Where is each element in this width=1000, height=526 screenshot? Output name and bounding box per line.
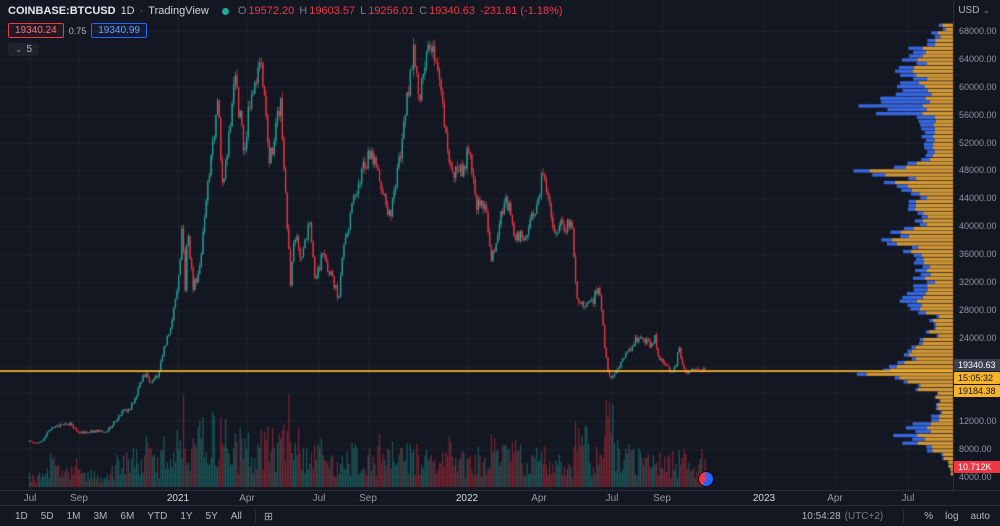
- badge-count: 5: [26, 44, 33, 55]
- bar-countdown-label: 15:05:32: [954, 372, 1000, 385]
- separator-dot: ·: [139, 5, 144, 17]
- range-button-1m[interactable]: 1M: [66, 510, 81, 522]
- currency-selector[interactable]: USD ⌄: [958, 5, 990, 16]
- price-tick-label: 56000.00: [959, 109, 997, 120]
- price-tick-label: 12000.00: [959, 416, 997, 427]
- range-button-1d[interactable]: 1D: [15, 510, 28, 522]
- price-tick-label: 48000.00: [959, 165, 997, 176]
- price-tick-label: 52000.00: [959, 137, 997, 148]
- clock-timezone: (UTC+2): [844, 510, 884, 522]
- spread-value: 0.75: [68, 25, 87, 36]
- low-value: 19256.01: [368, 5, 415, 17]
- log-scale-button[interactable]: log: [945, 510, 959, 522]
- go-to-date-icon[interactable]: ⊞: [263, 510, 274, 523]
- date-range-selector: 1D 5D 1M 3M 6M YTD 1Y 5Y All: [10, 510, 247, 523]
- sell-price-button[interactable]: 19340.24: [8, 23, 64, 38]
- price-tick-label: 24000.00: [959, 332, 997, 343]
- bid-ask-panel: 19340.24 0.75 19340.99: [8, 23, 147, 38]
- time-tick-label: Jul: [901, 493, 915, 504]
- interval-label[interactable]: 1D: [120, 5, 135, 17]
- price-tick-label: 40000.00: [959, 221, 997, 232]
- bottom-toolbar: 1D 5D 1M 3M 6M YTD 1Y 5Y All ⊞ 10:54:28 (UTC+2) …: [0, 505, 1000, 526]
- time-tick-label: Jul: [605, 493, 619, 504]
- price-tick-label: 4000.00: [959, 472, 992, 482]
- currency-label: USD: [958, 5, 980, 16]
- price-tick-label: 32000.00: [959, 276, 997, 287]
- range-button-all[interactable]: All: [230, 510, 242, 522]
- time-tick-label: Apr: [531, 493, 547, 504]
- range-button-ytd[interactable]: YTD: [147, 510, 168, 522]
- time-tick-label: Apr: [239, 493, 255, 504]
- object-tree-badge[interactable]: ⌄ 5: [8, 43, 40, 56]
- chevron-down-icon: ⌄: [982, 5, 990, 15]
- time-tick-label: 2021: [166, 493, 190, 504]
- time-tick-label: Jul: [23, 493, 37, 504]
- symbol-name[interactable]: COINBASE:BTCUSD: [8, 5, 116, 17]
- time-tick-label: Apr: [827, 493, 843, 504]
- chevron-down-icon: ⌄: [15, 44, 23, 54]
- price-axis[interactable]: 68000.00 64000.00 60000.00 56000.00 52000.00…: [953, 0, 1000, 490]
- event-marker-icon[interactable]: [698, 471, 714, 487]
- range-button-5y[interactable]: 5Y: [205, 510, 218, 522]
- price-tick-label: 8000.00: [959, 444, 992, 455]
- clock-time: 10:54:28: [801, 510, 841, 522]
- buy-price-button[interactable]: 19340.99: [91, 23, 147, 38]
- price-tick-label: 28000.00: [959, 304, 997, 315]
- chart-legend: COINBASE:BTCUSD 1D · TradingView O 19572…: [8, 5, 563, 17]
- close-value: 19340.63: [429, 5, 475, 17]
- range-button-3m[interactable]: 3M: [93, 510, 108, 522]
- market-status-dot: [221, 7, 229, 15]
- range-button-6m[interactable]: 6M: [120, 510, 135, 522]
- auto-scale-button[interactable]: auto: [970, 510, 990, 522]
- current-volume-label: 10.712K: [954, 461, 1000, 473]
- price-tick-label: 36000.00: [959, 249, 997, 259]
- clock[interactable]: 10:54:28 (UTC+2): [802, 511, 884, 522]
- time-tick-label: Jul: [312, 493, 326, 504]
- close-label: C: [419, 5, 428, 17]
- toolbar-divider: [254, 510, 256, 522]
- low-label: L: [360, 5, 367, 17]
- high-label: H: [299, 5, 308, 17]
- open-value: 19572.20: [248, 5, 295, 17]
- range-button-5d[interactable]: 5D: [40, 510, 54, 522]
- percent-scale-button[interactable]: %: [924, 510, 934, 522]
- time-tick-label: 2023: [752, 493, 776, 504]
- toolbar-divider: [903, 510, 905, 522]
- time-tick-label: Sep: [359, 493, 377, 504]
- price-tick-label: 60000.00: [959, 81, 997, 92]
- time-tick-label: Sep: [653, 493, 671, 504]
- price-tick-label: 44000.00: [959, 193, 997, 204]
- range-button-1y[interactable]: 1Y: [180, 510, 193, 522]
- price-tick-label: 64000.00: [959, 53, 997, 64]
- high-value: 19603.57: [309, 5, 356, 17]
- time-axis[interactable]: Jul Sep 2021 Apr Jul Sep 2022 Apr Jul Sep 2023 Apr J…: [0, 490, 1000, 506]
- time-tick-label: 2022: [455, 493, 479, 504]
- change-value: -231.81 (-1.18%): [480, 5, 563, 17]
- last-price-label: 19340.63: [954, 359, 1000, 372]
- open-label: O: [237, 5, 247, 17]
- brand-label[interactable]: TradingView: [148, 5, 209, 17]
- horizontal-line-price-label: 19184.38: [954, 385, 1000, 398]
- price-tick-label: 68000.00: [959, 26, 997, 36]
- time-tick-label: Sep: [70, 493, 88, 504]
